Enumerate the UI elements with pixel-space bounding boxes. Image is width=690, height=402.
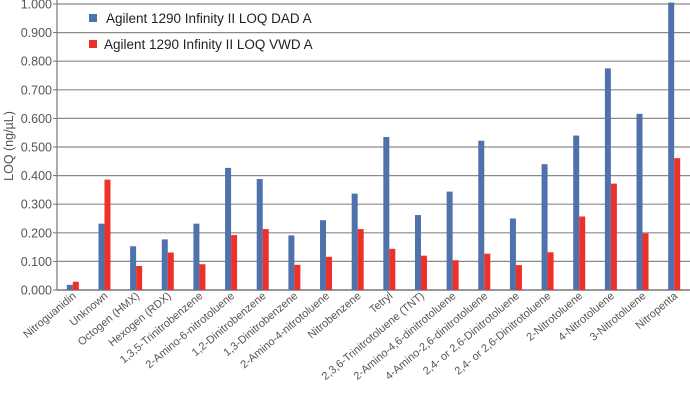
y-tick-label: 0.700	[21, 83, 52, 97]
bar-vwd	[167, 252, 174, 290]
x-category-label: Nitroguanidin	[21, 290, 78, 341]
y-axis: 0.000 0.100 0.200 0.300 0.400 0.500 0.600 0.700…	[21, 0, 58, 298]
bar-vwd	[674, 158, 681, 290]
bar-dad	[351, 193, 358, 290]
bar-dad	[161, 239, 168, 290]
bar-dad	[66, 284, 73, 290]
bar-vwd	[357, 229, 364, 290]
y-tick-label: 0.500	[21, 141, 52, 155]
bar-vwd	[294, 264, 301, 290]
bar-vwd	[452, 260, 459, 290]
bar-vwd	[515, 265, 522, 290]
legend-swatch-vwd	[89, 40, 97, 48]
bars	[66, 2, 681, 290]
y-tick-label: 0.300	[21, 198, 52, 212]
bar-vwd	[262, 229, 269, 290]
bar-dad	[446, 191, 453, 290]
bar-vwd	[547, 252, 554, 290]
bar-dad	[288, 235, 295, 290]
bar-vwd	[199, 264, 206, 290]
x-category-label: Tetryl	[367, 290, 395, 316]
bar-dad	[193, 223, 200, 290]
y-tick-label: 0.600	[21, 112, 52, 126]
bar-dad	[636, 113, 643, 290]
legend-label-vwd: Agilent 1290 Infinity II LOQ VWD A	[104, 37, 313, 52]
y-tick-label: 0.000	[21, 284, 52, 298]
bar-dad	[98, 223, 105, 290]
bar-dad	[478, 140, 485, 290]
bar-vwd	[579, 216, 586, 290]
bar-dad	[668, 2, 675, 290]
bar-vwd	[389, 248, 396, 290]
bar-dad	[383, 136, 390, 290]
bar-dad	[604, 68, 611, 290]
bar-vwd	[136, 265, 143, 290]
bar-vwd	[231, 235, 238, 290]
bar-vwd	[72, 281, 79, 290]
y-tick-label: 0.400	[21, 169, 52, 183]
legend-swatch-dad	[89, 14, 97, 22]
bar-dad	[256, 179, 263, 290]
bar-vwd	[326, 256, 333, 290]
legend-label-dad: Agilent 1290 Infinity II LOQ DAD A	[106, 11, 312, 26]
bar-vwd	[420, 255, 427, 290]
bar-dad	[130, 246, 137, 290]
y-tick-label: 0.200	[21, 226, 52, 240]
y-tick-label: 0.100	[21, 255, 52, 269]
bar-vwd	[484, 253, 491, 290]
legend: Agilent 1290 Infinity II LOQ DAD A Agile…	[89, 11, 313, 52]
bar-dad	[225, 167, 232, 290]
bar-vwd	[104, 179, 111, 290]
bar-dad	[509, 218, 516, 290]
y-tick-label: 1.000	[21, 0, 52, 12]
y-axis-title: LOQ (ng/µL)	[2, 111, 16, 181]
bar-dad	[573, 135, 580, 290]
bar-dad	[541, 164, 548, 290]
bar-dad	[414, 215, 421, 290]
y-tick-label: 0.800	[21, 55, 52, 69]
bar-vwd	[610, 183, 617, 290]
y-tick-label: 0.900	[21, 26, 52, 40]
bar-dad	[320, 220, 327, 290]
bar-vwd	[642, 233, 649, 290]
